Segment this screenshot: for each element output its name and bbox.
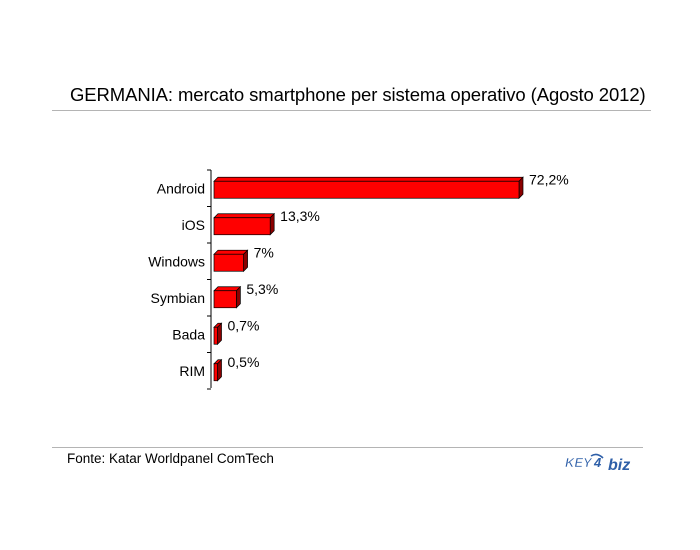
bar-top-face [213, 286, 242, 292]
bar-windows [213, 253, 244, 272]
bar-side-face [217, 322, 222, 346]
logo-number-text: 4 [593, 455, 602, 470]
source-note: Fonte: Katar Worldpanel ComTech [67, 451, 274, 466]
chart-title: GERMANIA: mercato smartphone per sistema… [70, 84, 646, 105]
data-label: 72,2% [529, 171, 569, 187]
bar-side-face [243, 249, 248, 273]
category-label: Android [157, 180, 205, 196]
logo-swoosh-icon [590, 453, 604, 459]
key4biz-logo: KEY 4 biz [565, 453, 630, 474]
logo-key-text: KEY [565, 455, 593, 470]
bar-side-face [269, 212, 275, 236]
labels-group: Android 72,2% iOS 13,3% Windows 7% Symbian 5,3%… [148, 171, 569, 379]
bar-top-face [213, 249, 249, 255]
logo-biz-text: biz [608, 457, 630, 474]
data-label: 0,7% [228, 317, 260, 333]
category-label: Bada [172, 326, 205, 342]
bars-group [213, 176, 524, 382]
category-label: Symbian [151, 290, 205, 306]
category-label: Windows [148, 253, 205, 269]
category-label: iOS [182, 217, 205, 233]
bar-side-face [217, 358, 222, 382]
bar-symbian [213, 290, 237, 309]
data-label: 0,5% [228, 354, 260, 370]
bar-android [213, 180, 520, 199]
bar-side-face [236, 285, 241, 309]
bar-ios [213, 217, 271, 236]
data-label: 5,3% [246, 281, 278, 297]
bar-rim [213, 363, 218, 382]
data-label: 7% [254, 244, 274, 260]
axis-ticks-group [207, 169, 211, 390]
bar-bada [213, 326, 218, 345]
bar-side-face [518, 176, 524, 200]
bar-top-face [213, 176, 524, 182]
bar-top-face [213, 213, 276, 219]
data-label: 13,3% [280, 208, 320, 224]
source-divider [52, 447, 643, 448]
category-label: RIM [179, 363, 205, 379]
title-divider [52, 110, 651, 111]
